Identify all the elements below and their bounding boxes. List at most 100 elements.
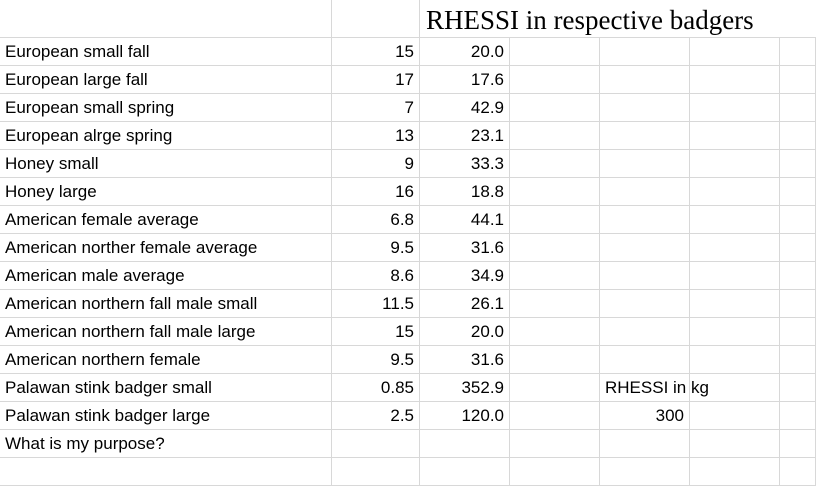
- empty-cell[interactable]: [780, 38, 816, 66]
- empty-cell[interactable]: [510, 458, 600, 486]
- value-a-cell[interactable]: 6.8: [332, 206, 420, 234]
- value-a-cell[interactable]: 15: [332, 38, 420, 66]
- empty-cell[interactable]: [510, 234, 600, 262]
- empty-cell[interactable]: [690, 290, 780, 318]
- value-a-cell[interactable]: [332, 430, 420, 458]
- value-a-cell[interactable]: [332, 458, 420, 486]
- empty-cell[interactable]: [780, 150, 816, 178]
- empty-cell[interactable]: [600, 262, 690, 290]
- empty-cell[interactable]: [600, 290, 690, 318]
- empty-cell[interactable]: [600, 66, 690, 94]
- value-a-cell[interactable]: 11.5: [332, 290, 420, 318]
- empty-cell[interactable]: [780, 374, 816, 402]
- empty-cell[interactable]: [690, 262, 780, 290]
- empty-cell[interactable]: [510, 290, 600, 318]
- empty-cell[interactable]: [510, 262, 600, 290]
- value-a-cell[interactable]: 9.5: [332, 234, 420, 262]
- empty-cell[interactable]: [690, 122, 780, 150]
- value-b-cell[interactable]: 31.6: [420, 234, 510, 262]
- empty-cell[interactable]: [690, 38, 780, 66]
- empty-cell[interactable]: [780, 66, 816, 94]
- empty-cell[interactable]: [690, 94, 780, 122]
- value-b-cell[interactable]: 20.0: [420, 38, 510, 66]
- value-b-cell[interactable]: [420, 458, 510, 486]
- row-label-cell[interactable]: American norther female average: [0, 234, 332, 262]
- empty-cell[interactable]: [690, 346, 780, 374]
- value-a-cell[interactable]: 9.5: [332, 346, 420, 374]
- empty-cell[interactable]: [510, 178, 600, 206]
- empty-cell[interactable]: [690, 430, 780, 458]
- empty-cell[interactable]: [510, 150, 600, 178]
- empty-cell[interactable]: [780, 318, 816, 346]
- value-a-cell[interactable]: 17: [332, 66, 420, 94]
- empty-cell[interactable]: [510, 374, 600, 402]
- empty-cell[interactable]: [600, 318, 690, 346]
- empty-cell[interactable]: [510, 38, 600, 66]
- row-label-cell[interactable]: [0, 458, 332, 486]
- value-a-cell[interactable]: 16: [332, 178, 420, 206]
- value-b-cell[interactable]: 120.0: [420, 402, 510, 430]
- row-label-cell[interactable]: Palawan stink badger small: [0, 374, 332, 402]
- value-a-cell[interactable]: 9: [332, 150, 420, 178]
- empty-cell[interactable]: [600, 458, 690, 486]
- empty-cell[interactable]: [510, 122, 600, 150]
- empty-cell[interactable]: [780, 402, 816, 430]
- empty-cell[interactable]: [780, 94, 816, 122]
- rhessi-kg-value-cell[interactable]: 300: [600, 402, 690, 430]
- empty-cell[interactable]: [600, 346, 690, 374]
- value-b-cell[interactable]: 31.6: [420, 346, 510, 374]
- empty-cell[interactable]: [510, 346, 600, 374]
- cell-header-a[interactable]: [0, 0, 332, 38]
- empty-cell[interactable]: [690, 178, 780, 206]
- empty-cell[interactable]: [690, 234, 780, 262]
- value-b-cell[interactable]: 20.0: [420, 318, 510, 346]
- sheet-title[interactable]: RHESSI in respective badgers: [426, 5, 754, 35]
- empty-cell[interactable]: [510, 66, 600, 94]
- row-label-cell[interactable]: Honey large: [0, 178, 332, 206]
- empty-cell[interactable]: [690, 458, 780, 486]
- empty-cell[interactable]: [780, 178, 816, 206]
- value-b-cell[interactable]: 352.9: [420, 374, 510, 402]
- row-label-cell[interactable]: European small fall: [0, 38, 332, 66]
- value-a-cell[interactable]: 2.5: [332, 402, 420, 430]
- value-a-cell[interactable]: 13: [332, 122, 420, 150]
- empty-cell[interactable]: [780, 290, 816, 318]
- empty-cell[interactable]: [780, 206, 816, 234]
- row-label-cell[interactable]: European alrge spring: [0, 122, 332, 150]
- row-label-cell[interactable]: European large fall: [0, 66, 332, 94]
- row-label-cell[interactable]: Honey small: [0, 150, 332, 178]
- value-b-cell[interactable]: 44.1: [420, 206, 510, 234]
- cell-header-b[interactable]: [332, 0, 420, 38]
- empty-cell[interactable]: [510, 430, 600, 458]
- empty-cell[interactable]: [690, 318, 780, 346]
- empty-cell[interactable]: [780, 458, 816, 486]
- row-label-cell[interactable]: American female average: [0, 206, 332, 234]
- row-label-cell[interactable]: American male average: [0, 262, 332, 290]
- empty-cell[interactable]: [600, 206, 690, 234]
- value-a-cell[interactable]: 0.85: [332, 374, 420, 402]
- empty-cell[interactable]: [600, 150, 690, 178]
- value-b-cell[interactable]: 34.9: [420, 262, 510, 290]
- empty-cell[interactable]: [510, 318, 600, 346]
- empty-cell[interactable]: [510, 402, 600, 430]
- empty-cell[interactable]: [780, 262, 816, 290]
- value-a-cell[interactable]: 7: [332, 94, 420, 122]
- empty-cell[interactable]: [690, 206, 780, 234]
- value-b-cell[interactable]: 33.3: [420, 150, 510, 178]
- value-a-cell[interactable]: 8.6: [332, 262, 420, 290]
- empty-cell[interactable]: [600, 94, 690, 122]
- value-b-cell[interactable]: [420, 430, 510, 458]
- empty-cell[interactable]: [780, 430, 816, 458]
- value-b-cell[interactable]: 23.1: [420, 122, 510, 150]
- value-b-cell[interactable]: 17.6: [420, 66, 510, 94]
- empty-cell[interactable]: [690, 374, 780, 402]
- row-label-cell[interactable]: American northern fall male large: [0, 318, 332, 346]
- empty-cell[interactable]: [600, 38, 690, 66]
- row-label-cell[interactable]: American northern female: [0, 346, 332, 374]
- row-label-cell[interactable]: European small spring: [0, 94, 332, 122]
- value-a-cell[interactable]: 15: [332, 318, 420, 346]
- empty-cell[interactable]: [510, 94, 600, 122]
- empty-cell[interactable]: [780, 346, 816, 374]
- value-b-cell[interactable]: 42.9: [420, 94, 510, 122]
- row-label-cell[interactable]: American northern fall male small: [0, 290, 332, 318]
